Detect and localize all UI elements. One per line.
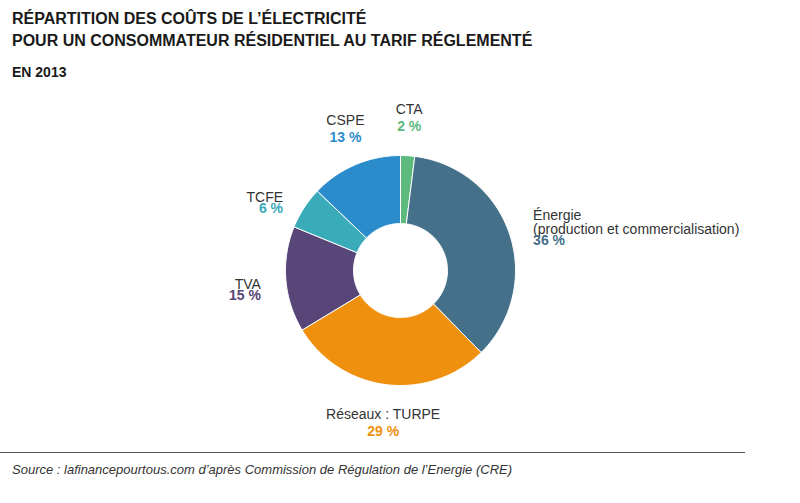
- svg-text:CTA: CTA: [396, 101, 424, 117]
- svg-text:CSPE: CSPE: [326, 112, 364, 128]
- svg-text:13 %: 13 %: [329, 129, 361, 145]
- svg-text:2 %: 2 %: [397, 118, 422, 134]
- svg-text:29 %: 29 %: [367, 423, 399, 439]
- svg-text:6 %: 6 %: [259, 200, 284, 216]
- svg-text:Réseaux : TURPE: Réseaux : TURPE: [326, 406, 440, 422]
- svg-text:36 %: 36 %: [533, 232, 565, 248]
- svg-text:15 %: 15 %: [229, 287, 261, 303]
